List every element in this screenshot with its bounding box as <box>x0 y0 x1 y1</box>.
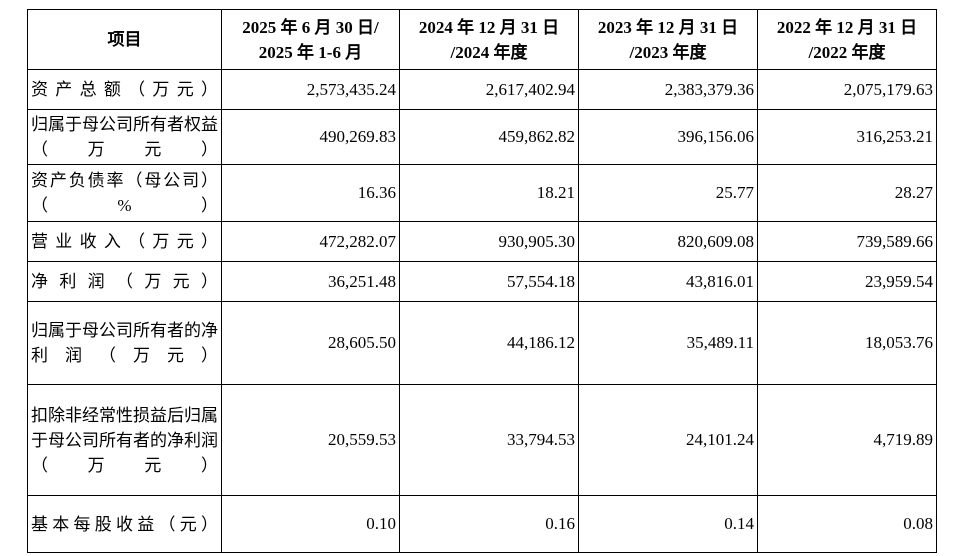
table-cell: 2,573,435.24 <box>221 69 400 110</box>
table-row: 资产总额（万元） 2,573,435.24 2,617,402.94 2,383… <box>27 69 937 110</box>
table-cell: 930,905.30 <box>399 221 579 262</box>
table-cell: 20,559.53 <box>221 384 400 496</box>
table-row: 营业收入（万元） 472,282.07 930,905.30 820,609.0… <box>27 221 937 262</box>
table-cell: 472,282.07 <box>221 221 400 262</box>
header-col-2022: 2022 年 12 月 31 日/2022 年度 <box>757 9 937 70</box>
table-cell: 739,589.66 <box>757 221 937 262</box>
header-col-line2: /2022 年度 <box>808 42 886 62</box>
header-col-line1: 2022 年 12 月 31 日 <box>776 17 918 37</box>
table-cell: 820,609.08 <box>578 221 758 262</box>
table-cell: 33,794.53 <box>399 384 579 496</box>
table-cell: 25.77 <box>578 164 758 222</box>
table-cell: 459,862.82 <box>399 109 579 165</box>
table-cell: 2,075,179.63 <box>757 69 937 110</box>
table-cell: 2,617,402.94 <box>399 69 579 110</box>
table-row: 扣除非经常性损益后归属于母公司所有者的净利润（万元） 20,559.53 33,… <box>27 384 937 496</box>
header-col-line2: 2025 年 1-6 月 <box>258 42 363 62</box>
table-row: 资产负债率（母公司）（%） 16.36 18.21 25.77 28.27 <box>27 164 937 222</box>
row-label: 基本每股收益（元） <box>27 495 222 553</box>
table-cell: 36,251.48 <box>221 261 400 302</box>
header-col-2023: 2023 年 12 月 31 日/2023 年度 <box>578 9 758 70</box>
table-cell: 0.10 <box>221 495 400 553</box>
table-cell: 16.36 <box>221 164 400 222</box>
header-col-line1: 2025 年 6 月 30 日/ <box>242 17 379 37</box>
table-cell: 23,959.54 <box>757 261 937 302</box>
header-col-line2: /2024 年度 <box>450 42 528 62</box>
table-cell: 490,269.83 <box>221 109 400 165</box>
row-label: 归属于母公司所有者的净利润（万元） <box>27 301 222 385</box>
row-label: 营业收入（万元） <box>27 221 222 262</box>
table-cell: 18.21 <box>399 164 579 222</box>
row-label: 资产负债率（母公司）（%） <box>27 164 222 222</box>
table-row: 净利润（万元） 36,251.48 57,554.18 43,816.01 23… <box>27 261 937 302</box>
header-col-2024: 2024 年 12 月 31 日/2024 年度 <box>399 9 579 70</box>
table-cell: 24,101.24 <box>578 384 758 496</box>
table-cell: 35,489.11 <box>578 301 758 385</box>
header-col-2025h1: 2025 年 6 月 30 日/2025 年 1-6 月 <box>221 9 400 70</box>
table-cell: 4,719.89 <box>757 384 937 496</box>
table-cell: 0.08 <box>757 495 937 553</box>
table-row: 归属于母公司所有者权益（万元） 490,269.83 459,862.82 39… <box>27 109 937 165</box>
table-cell: 316,253.21 <box>757 109 937 165</box>
table-cell: 0.16 <box>399 495 579 553</box>
table-cell: 396,156.06 <box>578 109 758 165</box>
header-col-line1: 2023 年 12 月 31 日 <box>597 17 739 37</box>
table-cell: 28.27 <box>757 164 937 222</box>
table-cell: 57,554.18 <box>399 261 579 302</box>
table-cell: 43,816.01 <box>578 261 758 302</box>
header-row: 项目 2025 年 6 月 30 日/2025 年 1-6 月 2024 年 1… <box>27 9 937 70</box>
table-cell: 18,053.76 <box>757 301 937 385</box>
table-cell: 44,186.12 <box>399 301 579 385</box>
table-cell: 28,605.50 <box>221 301 400 385</box>
financial-summary-table: 项目 2025 年 6 月 30 日/2025 年 1-6 月 2024 年 1… <box>27 9 937 553</box>
header-col-line2: /2023 年度 <box>629 42 707 62</box>
table-row: 归属于母公司所有者的净利润（万元） 28,605.50 44,186.12 35… <box>27 301 937 385</box>
row-label: 资产总额（万元） <box>27 69 222 110</box>
row-label: 归属于母公司所有者权益（万元） <box>27 109 222 165</box>
table-row: 基本每股收益（元） 0.10 0.16 0.14 0.08 <box>27 495 937 553</box>
row-label: 净利润（万元） <box>27 261 222 302</box>
row-label: 扣除非经常性损益后归属于母公司所有者的净利润（万元） <box>27 384 222 496</box>
table-cell: 0.14 <box>578 495 758 553</box>
header-item: 项目 <box>27 9 222 70</box>
header-col-line1: 2024 年 12 月 31 日 <box>418 17 560 37</box>
table-cell: 2,383,379.36 <box>578 69 758 110</box>
